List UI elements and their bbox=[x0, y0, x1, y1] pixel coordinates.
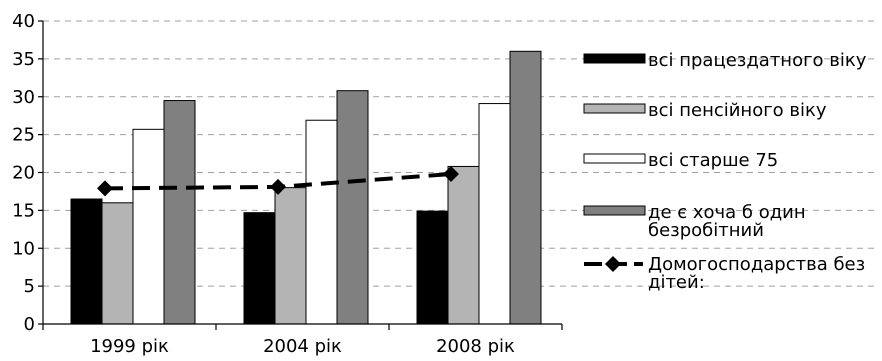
bar bbox=[132, 128, 165, 325]
bar bbox=[243, 212, 276, 325]
bar bbox=[416, 210, 449, 325]
bars bbox=[70, 50, 542, 325]
y-tick-label: 35 bbox=[12, 49, 35, 70]
legend-label: дітей: bbox=[648, 272, 705, 293]
legend-swatch bbox=[583, 103, 646, 114]
legend-label: всі пенсійного віку bbox=[648, 100, 827, 121]
legend-swatch bbox=[583, 205, 646, 216]
y-tick-label: 10 bbox=[12, 238, 35, 259]
x-tick-label: 2004 рік bbox=[263, 336, 342, 357]
x-tick-label: 2008 рік bbox=[436, 336, 515, 357]
legend-label: де є хоча б один bbox=[648, 202, 806, 223]
legend: всі працездатного віку всі пенсійного вік… bbox=[583, 50, 867, 293]
bar bbox=[70, 198, 103, 325]
bar bbox=[163, 100, 196, 325]
legend-label: всі працездатного віку bbox=[648, 50, 867, 71]
line-point-marker bbox=[443, 166, 459, 183]
bar bbox=[509, 50, 542, 325]
bar bbox=[336, 90, 369, 325]
y-tick-label: 0 bbox=[24, 314, 35, 335]
legend-label: Домогосподарства без bbox=[648, 254, 865, 275]
legend-swatch bbox=[583, 153, 646, 164]
y-tick-label: 25 bbox=[12, 125, 35, 146]
bar bbox=[478, 103, 511, 325]
line-point-marker bbox=[270, 178, 286, 195]
bar bbox=[305, 119, 338, 325]
axes: 0 5 10 15 20 25 30 35 40 1999 рік 2004 рік 2008 рік bbox=[12, 11, 563, 357]
gridlines bbox=[43, 20, 876, 287]
line-series bbox=[97, 166, 459, 197]
y-tick-label: 40 bbox=[12, 11, 35, 32]
y-tick-label: 20 bbox=[12, 163, 35, 184]
legend-label: безробітний bbox=[648, 220, 764, 241]
x-tick-label: 1999 рік bbox=[90, 336, 169, 357]
legend-swatch bbox=[583, 53, 646, 64]
y-tick-label: 15 bbox=[12, 200, 35, 221]
bar bbox=[101, 202, 134, 325]
bar bbox=[447, 165, 480, 325]
y-tick-label: 5 bbox=[24, 276, 35, 297]
y-tick-label: 30 bbox=[12, 87, 35, 108]
line-point-marker bbox=[97, 180, 113, 197]
legend-marker bbox=[605, 256, 621, 272]
legend-label: всі старше 75 bbox=[648, 150, 778, 171]
bar bbox=[274, 187, 307, 325]
